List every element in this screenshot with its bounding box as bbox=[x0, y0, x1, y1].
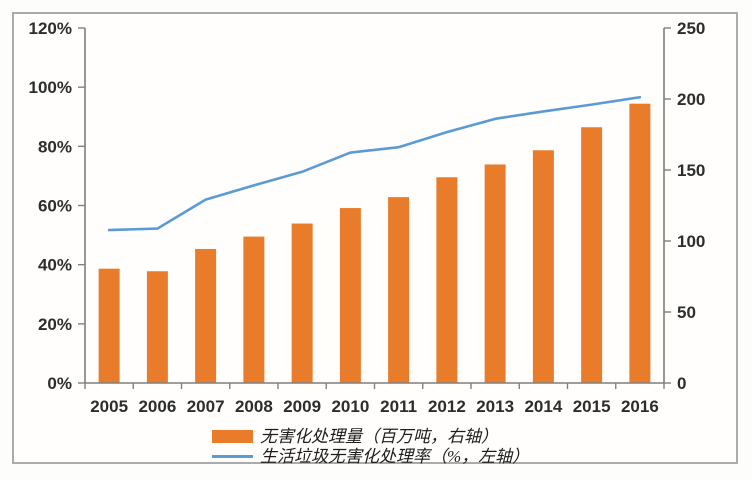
bar-2007 bbox=[195, 248, 217, 383]
bar-2005 bbox=[98, 268, 120, 383]
bar-2012 bbox=[436, 177, 458, 383]
right-axis-tick-label: 150 bbox=[677, 161, 705, 180]
bar-2008 bbox=[243, 236, 265, 383]
x-axis-category-label: 2013 bbox=[476, 397, 514, 416]
x-axis-category-label: 2005 bbox=[90, 397, 128, 416]
legend-item-line: 生活垃圾无害化处理率（%，左轴） bbox=[212, 447, 529, 466]
bar-2006 bbox=[146, 271, 168, 383]
bar-2009 bbox=[291, 223, 313, 383]
line-series-swatch bbox=[212, 455, 253, 458]
bar-2016 bbox=[629, 103, 651, 383]
left-axis-tick-label: 100% bbox=[29, 78, 72, 97]
bar-2014 bbox=[532, 150, 554, 383]
x-axis-category-label: 2008 bbox=[235, 397, 273, 416]
legend-item-bar: 无害化处理量（百万吨，右轴） bbox=[212, 427, 529, 446]
x-axis-category-label: 2015 bbox=[573, 397, 611, 416]
bar-2013 bbox=[484, 164, 506, 383]
x-axis-category-label: 2014 bbox=[524, 397, 562, 416]
x-axis-category-label: 2006 bbox=[138, 397, 176, 416]
left-axis-tick-label: 0% bbox=[47, 374, 72, 393]
x-axis-category-label: 2016 bbox=[621, 397, 659, 416]
bar-series-swatch bbox=[212, 430, 253, 443]
x-axis-category-label: 2010 bbox=[331, 397, 369, 416]
left-axis-tick-label: 120% bbox=[29, 19, 72, 38]
bar-series-label: 无害化处理量（百万吨，右轴） bbox=[260, 427, 498, 446]
right-axis-tick-label: 250 bbox=[677, 19, 705, 38]
line-series-label: 生活垃圾无害化处理率（%，左轴） bbox=[260, 447, 530, 466]
bar-2015 bbox=[581, 127, 603, 384]
left-axis-tick-label: 40% bbox=[38, 256, 72, 275]
right-axis-tick-label: 50 bbox=[677, 303, 696, 322]
left-axis-tick-label: 20% bbox=[38, 315, 72, 334]
left-axis-tick-label: 80% bbox=[38, 137, 72, 156]
left-axis-tick-label: 60% bbox=[38, 197, 72, 216]
rate-line bbox=[107, 95, 642, 232]
x-axis-category-label: 2012 bbox=[428, 397, 466, 416]
x-axis-category-label: 2011 bbox=[380, 397, 417, 416]
x-axis-category-label: 2009 bbox=[283, 397, 321, 416]
right-axis-tick-label: 0 bbox=[677, 374, 686, 393]
bar-2011 bbox=[388, 197, 410, 383]
bar-2010 bbox=[339, 208, 361, 383]
right-axis-tick-label: 200 bbox=[677, 90, 705, 109]
chart-legend: 无害化处理量（百万吨，右轴） 生活垃圾无害化处理率（%，左轴） bbox=[212, 427, 529, 466]
right-axis-tick-label: 100 bbox=[677, 232, 705, 251]
x-axis-category-label: 2007 bbox=[187, 397, 225, 416]
